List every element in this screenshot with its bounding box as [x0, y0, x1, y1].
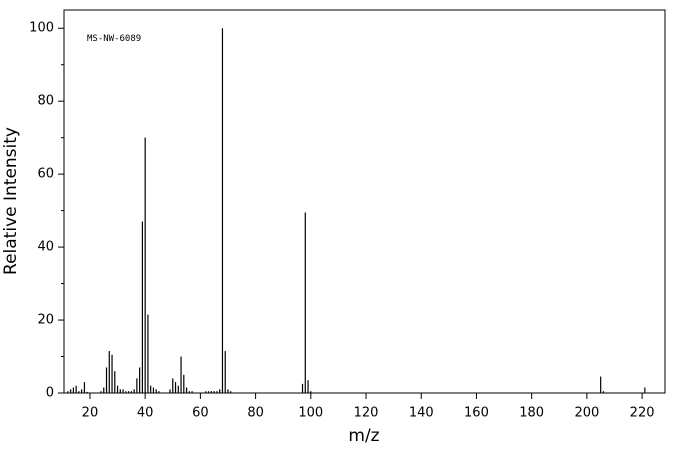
y-axis-label: Relative Intensity — [1, 127, 21, 275]
x-tick-label: 60 — [192, 406, 209, 421]
x-tick-label: 20 — [82, 406, 99, 421]
x-tick-label: 80 — [247, 406, 264, 421]
annotation: MS-NW-6089 — [87, 34, 141, 44]
x-tick-label: 120 — [354, 406, 379, 421]
y-tick-label: 80 — [37, 94, 54, 109]
x-tick-label: 100 — [298, 406, 323, 421]
y-tick-label: 100 — [29, 21, 54, 36]
x-axis-label: m/z — [348, 426, 379, 446]
y-tick-label: 20 — [37, 313, 54, 328]
y-tick-label: 0 — [46, 386, 54, 401]
x-tick-label: 180 — [519, 406, 544, 421]
plot-frame — [63, 9, 666, 394]
x-tick-label: 140 — [409, 406, 434, 421]
x-tick-label: 160 — [464, 406, 489, 421]
x-tick-label: 200 — [574, 406, 599, 421]
x-tick-label: 220 — [630, 406, 655, 421]
y-tick-label: 60 — [37, 167, 54, 182]
x-tick-label: 40 — [137, 406, 154, 421]
y-tick-label: 40 — [37, 240, 54, 255]
